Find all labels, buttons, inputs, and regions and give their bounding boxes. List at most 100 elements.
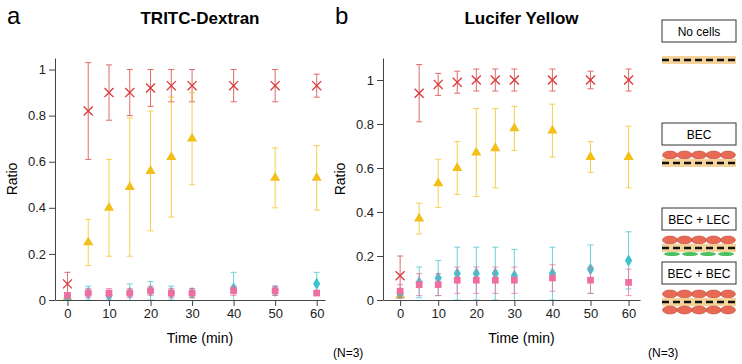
tick-label: 10	[431, 306, 445, 321]
error-bar	[454, 267, 460, 293]
error-bar	[85, 288, 91, 297]
tick-label: 0.4	[356, 205, 374, 220]
point	[313, 278, 320, 290]
tick-label: 0	[64, 306, 71, 321]
tick-label: 0.8	[28, 108, 46, 123]
error-bar	[473, 267, 479, 293]
series	[63, 63, 321, 296]
tick-label: 30	[185, 306, 199, 321]
error-bar	[272, 286, 278, 295]
tick-mark	[49, 300, 55, 301]
tick-mark	[377, 212, 383, 213]
point	[433, 178, 443, 187]
tick-mark	[377, 124, 383, 125]
point	[189, 290, 196, 297]
point	[416, 281, 423, 288]
tick-mark	[192, 300, 193, 306]
error-bar	[397, 285, 403, 298]
tick-mark	[234, 300, 235, 306]
point	[397, 287, 404, 299]
point	[472, 75, 481, 84]
point	[452, 162, 462, 171]
tick: 1	[367, 73, 383, 88]
tick-label: 0	[397, 306, 404, 321]
axis-line	[56, 300, 326, 301]
point	[454, 277, 461, 284]
tick-label: 30	[508, 306, 522, 321]
point	[147, 285, 154, 297]
point	[491, 75, 500, 84]
tick: 0	[367, 293, 383, 308]
error-bar	[148, 282, 154, 300]
tick: 30	[508, 300, 522, 321]
y-axis-title: Ratio	[332, 162, 348, 195]
tick-label: 20	[144, 306, 158, 321]
legend-box	[662, 123, 736, 145]
tick-mark	[49, 162, 55, 163]
point	[147, 287, 154, 294]
series	[62, 93, 321, 300]
tick-label: 20	[470, 306, 484, 321]
point	[624, 75, 633, 84]
tick: 50	[268, 300, 282, 321]
tick-mark	[552, 300, 553, 306]
point	[63, 279, 72, 288]
panel-label: b	[335, 2, 348, 29]
tick-mark	[629, 300, 630, 306]
point	[272, 285, 279, 297]
point	[126, 290, 133, 297]
tick-label: 10	[102, 306, 116, 321]
x-axis-title: Time (min)	[488, 330, 554, 346]
point	[188, 287, 195, 299]
tick-mark	[377, 256, 383, 257]
error-bar	[626, 269, 632, 295]
plot-area	[395, 65, 634, 300]
point	[125, 181, 135, 190]
tick: 0.2	[356, 249, 383, 264]
series	[64, 272, 320, 300]
error-bar	[272, 286, 278, 295]
tick: 0	[397, 300, 404, 321]
tick-label: 0.4	[28, 200, 46, 215]
axis-line	[383, 59, 384, 301]
point	[548, 75, 557, 84]
panel: 010203040506000.20.40.60.81TRITC-Dextran…	[4, 2, 363, 360]
point	[84, 106, 93, 115]
x-axis-title: Time (min)	[167, 330, 233, 346]
error-bar	[106, 288, 112, 297]
point	[230, 282, 237, 294]
point	[625, 254, 632, 266]
tick-mark	[317, 300, 318, 306]
tick-label: 0	[39, 293, 46, 308]
point	[83, 236, 93, 245]
tick-mark	[438, 300, 439, 306]
tick-mark	[275, 300, 276, 306]
legend-item: BEC + BEC	[662, 262, 736, 314]
point	[270, 172, 280, 181]
tick: 0	[64, 300, 71, 321]
tick-mark	[591, 300, 592, 306]
point	[509, 123, 519, 132]
axis-line	[384, 300, 641, 301]
point	[271, 81, 280, 90]
point	[313, 290, 320, 297]
legend-label: No cells	[678, 25, 721, 39]
annotation: (N=3)	[333, 346, 363, 360]
legend-label: BEC + LEC	[668, 213, 730, 227]
tick-mark	[377, 80, 383, 81]
error-bar	[435, 274, 441, 296]
point	[104, 202, 114, 211]
axis-line	[55, 59, 56, 301]
point	[168, 290, 175, 297]
error-bar	[549, 247, 555, 300]
point	[168, 287, 175, 299]
chart-title: TRITC-Dextran	[140, 9, 259, 28]
tick-label: 50	[268, 306, 282, 321]
y-axis: 00.20.40.60.81	[356, 59, 384, 308]
tick-label: 0.6	[356, 161, 374, 176]
tick-mark	[476, 300, 477, 306]
tick-mark	[49, 70, 55, 71]
error-bar	[168, 286, 174, 300]
x-axis: 0102030405060	[56, 300, 326, 321]
tick-label: 0.2	[28, 247, 46, 262]
